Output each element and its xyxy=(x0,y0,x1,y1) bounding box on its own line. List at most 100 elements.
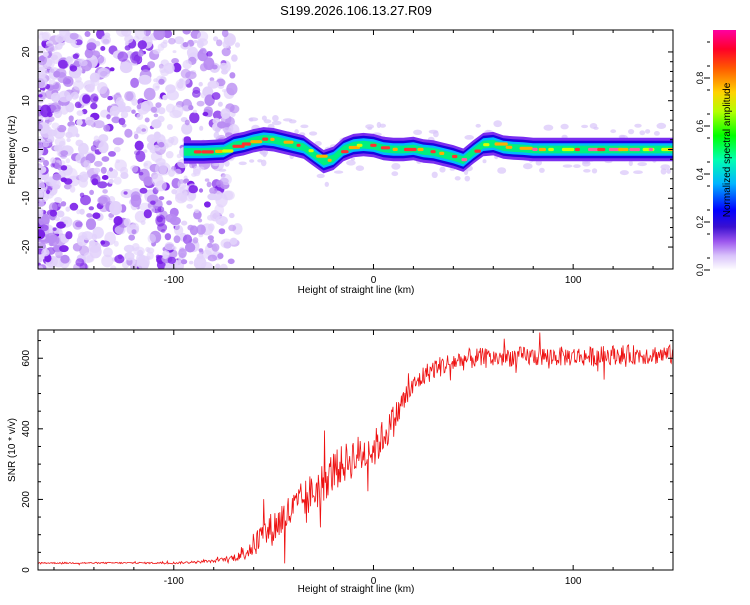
noise-blob xyxy=(44,116,49,120)
halo-blob xyxy=(300,124,309,129)
noise-blob xyxy=(120,172,129,179)
noise-blob xyxy=(215,263,221,269)
ridge-hotspot xyxy=(439,151,445,155)
noise-blob xyxy=(226,37,235,45)
noise-blob xyxy=(151,144,161,152)
halo-blob xyxy=(573,164,581,169)
noise-blob xyxy=(75,258,85,267)
noise-blob xyxy=(118,117,126,125)
noise-blob xyxy=(56,221,66,229)
noise-blob xyxy=(57,203,63,207)
halo-blob xyxy=(238,161,247,166)
noise-blob xyxy=(156,212,161,216)
halo-blob xyxy=(628,129,635,135)
noise-blob xyxy=(199,47,207,55)
noise-blob xyxy=(76,119,83,126)
halo-blob xyxy=(656,122,667,129)
spectrogram-xlabel: Height of straight line (km) xyxy=(298,285,415,296)
noise-blob xyxy=(180,77,191,85)
noise-blob xyxy=(38,208,44,214)
noise-blob xyxy=(171,189,178,195)
ridge-hotspot xyxy=(232,144,245,148)
noise-blob xyxy=(52,173,62,181)
ridge-hotspot xyxy=(417,147,424,152)
noise-blob xyxy=(66,137,71,143)
noise-blob xyxy=(38,76,48,89)
noise-blob xyxy=(166,89,179,101)
noise-blob xyxy=(143,176,154,187)
snr-plot-area xyxy=(38,330,673,570)
noise-blob xyxy=(133,133,139,140)
noise-blob xyxy=(98,134,109,143)
noise-blob xyxy=(209,77,215,82)
noise-blob xyxy=(75,139,84,147)
noise-blob xyxy=(89,189,94,195)
noise-blob xyxy=(88,241,102,253)
noise-blob xyxy=(38,254,44,263)
noise-blob xyxy=(150,200,156,205)
halo-blob xyxy=(666,168,671,174)
noise-blob xyxy=(164,242,175,251)
noise-blob xyxy=(152,48,161,55)
noise-blob xyxy=(158,78,165,85)
noise-blob xyxy=(46,189,50,195)
ridge-hotspot xyxy=(193,150,202,154)
noise-blob xyxy=(130,77,140,88)
noise-blob xyxy=(193,40,198,44)
x-tick-label: 0 xyxy=(371,275,377,286)
noise-blob xyxy=(123,218,131,227)
noise-blob xyxy=(128,234,135,241)
noise-blob xyxy=(204,178,210,182)
noise-blob xyxy=(189,260,194,265)
halo-blob xyxy=(316,173,325,179)
noise-blob xyxy=(79,192,85,198)
noise-blob xyxy=(100,240,110,247)
noise-blob xyxy=(48,79,56,86)
ridge-hotspot xyxy=(241,142,251,146)
noise-blob xyxy=(90,145,97,152)
noise-blob xyxy=(196,253,204,260)
noise-blob xyxy=(192,109,197,114)
noise-blob xyxy=(138,171,144,176)
noise-blob xyxy=(38,141,43,149)
noise-blob xyxy=(112,137,124,146)
noise-blob xyxy=(181,122,193,135)
halo-blob xyxy=(523,163,533,170)
noise-blob xyxy=(108,178,114,184)
noise-blob xyxy=(63,183,72,190)
noise-blob xyxy=(206,181,212,188)
noise-blob xyxy=(97,67,110,79)
noise-blob xyxy=(134,30,146,40)
noise-blob xyxy=(169,216,181,226)
noise-blob xyxy=(124,45,131,51)
noise-blob xyxy=(103,247,113,258)
noise-blob xyxy=(158,141,165,148)
noise-blob xyxy=(137,50,144,57)
noise-blob xyxy=(213,36,219,42)
noise-blob xyxy=(50,157,56,164)
noise-blob xyxy=(50,102,62,113)
halo-blob xyxy=(379,123,386,128)
ridge-hotspot xyxy=(262,137,269,141)
noise-blob xyxy=(229,212,235,219)
noise-blob xyxy=(53,70,61,78)
noise-blob xyxy=(78,59,88,67)
noise-blob xyxy=(109,105,120,116)
noise-blob xyxy=(168,136,175,144)
ridge-hotspot xyxy=(430,150,436,154)
noise-blob xyxy=(111,116,121,124)
noise-blob xyxy=(90,102,98,110)
ridge-hotspot xyxy=(370,143,377,147)
halo-blob xyxy=(475,123,481,128)
halo-blob xyxy=(391,171,399,177)
spectrogram-ylabel: Frequency (Hz) xyxy=(7,116,18,185)
noise-blob xyxy=(221,47,231,57)
noise-blob xyxy=(76,110,84,116)
noise-blob xyxy=(97,181,108,189)
noise-blob xyxy=(221,30,229,38)
noise-blob xyxy=(42,141,49,148)
noise-blob xyxy=(229,237,238,245)
ridge-hotspot xyxy=(380,146,391,150)
noise-blob xyxy=(109,201,122,216)
